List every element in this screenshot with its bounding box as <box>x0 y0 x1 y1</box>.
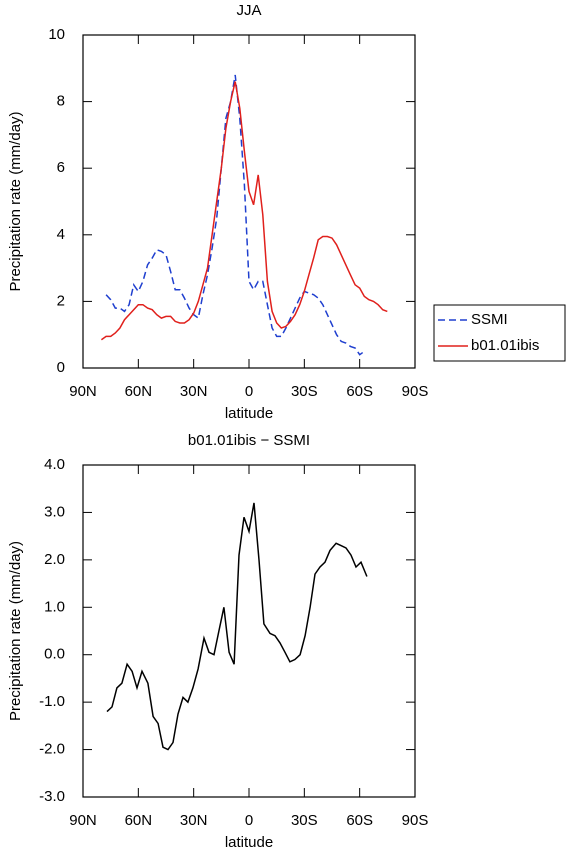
y-tick-label: 6 <box>57 159 65 176</box>
y-tick-label: -3.0 <box>39 788 65 805</box>
y-tick-label: 2 <box>57 292 65 309</box>
x-tick-label: 0 <box>245 383 253 400</box>
plot-frame <box>82 464 416 798</box>
y-tick-label: 8 <box>57 93 65 110</box>
x-tick-label: 30S <box>291 383 318 400</box>
y-tick-label: 10 <box>48 26 65 43</box>
data-line <box>105 74 365 356</box>
y-axis-label: Precipitation rate (mm/day) <box>7 541 24 721</box>
y-tick-label: -2.0 <box>39 741 65 758</box>
y-tick-label: 4.0 <box>44 456 65 473</box>
y-axis-label: Precipitation rate (mm/day) <box>7 111 24 291</box>
data-line <box>106 502 368 751</box>
y-tick-label: 3.0 <box>44 503 65 520</box>
legend-box <box>433 304 566 362</box>
x-tick-label: 30S <box>291 812 318 829</box>
x-tick-label: 30N <box>180 383 208 400</box>
x-tick-label: 60N <box>125 812 153 829</box>
chart-title: b01.01ibis − SSMI <box>188 432 310 449</box>
x-tick-label: 90N <box>69 812 97 829</box>
y-tick-label: 1.0 <box>44 598 65 615</box>
x-tick-label: 60S <box>346 812 373 829</box>
data-line <box>100 81 388 341</box>
y-tick-label: 2.0 <box>44 551 65 568</box>
y-tick-label: -1.0 <box>39 693 65 710</box>
legend-label: b01.01ibis <box>471 337 539 354</box>
x-axis-label: latitude <box>225 834 273 851</box>
y-tick-label: 4 <box>57 226 65 243</box>
y-tick-label: 0 <box>57 359 65 376</box>
y-tick-label: 0.0 <box>44 646 65 663</box>
legend-label: SSMI <box>471 311 508 328</box>
x-axis-label: latitude <box>225 405 273 422</box>
x-tick-label: 30N <box>180 812 208 829</box>
x-tick-label: 90N <box>69 383 97 400</box>
x-tick-label: 90S <box>402 383 429 400</box>
x-tick-label: 90S <box>402 812 429 829</box>
chart-title: JJA <box>236 2 261 19</box>
x-tick-label: 60S <box>346 383 373 400</box>
x-tick-label: 60N <box>125 383 153 400</box>
plot-frame <box>82 34 416 369</box>
x-tick-label: 0 <box>245 812 253 829</box>
